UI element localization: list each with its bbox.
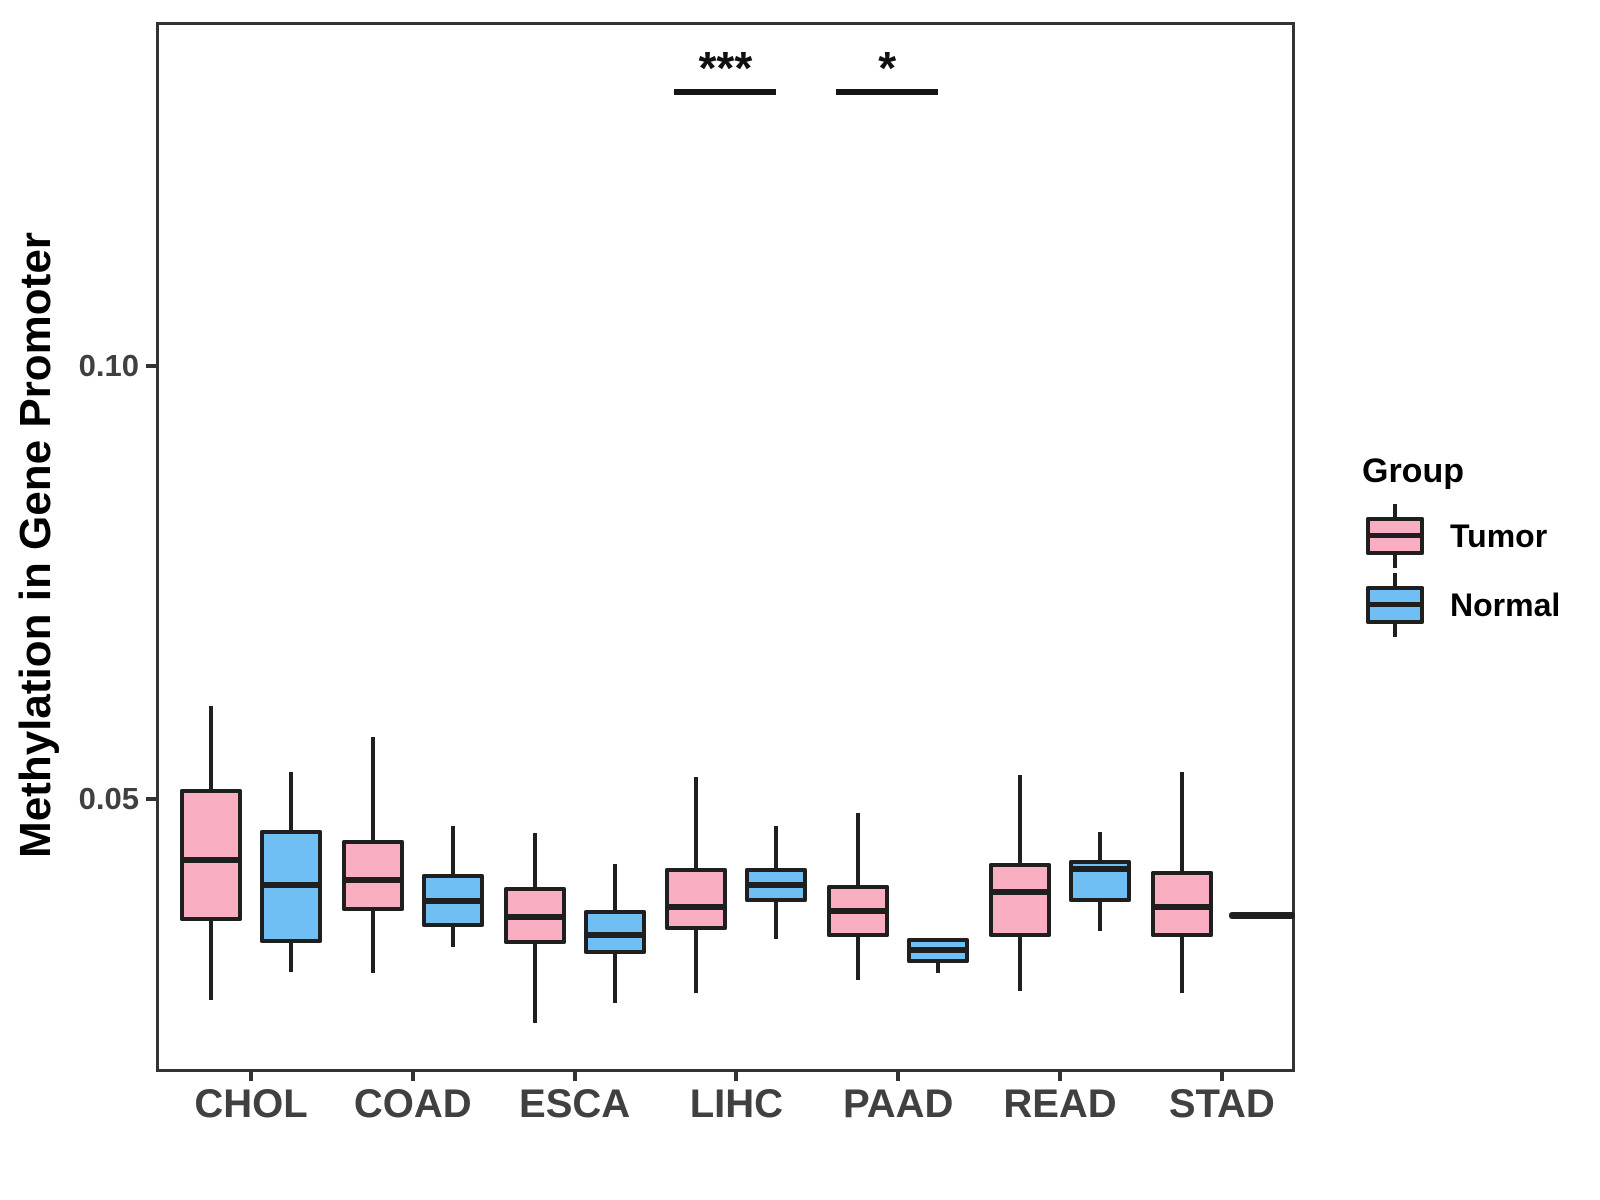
median-normal-lihc: [749, 881, 804, 888]
y-tick-mark-0.05: [146, 796, 157, 801]
median-tumor-paad: [831, 907, 886, 914]
box-tumor-read: [989, 863, 1051, 938]
box-tumor-esca: [503, 887, 566, 944]
x-tick-label-stad: STAD: [1168, 1082, 1275, 1126]
x-tick-label-esca: ESCA: [519, 1082, 631, 1126]
legend-title: Group: [1362, 452, 1464, 490]
median-tumor-coad: [345, 877, 400, 884]
box-tumor-stad: [1150, 870, 1213, 938]
box-normal-esca: [583, 909, 646, 954]
box-tumor-coad: [341, 839, 404, 911]
x-tick-mark-read: [1058, 1070, 1062, 1081]
x-tick-mark-coad: [410, 1070, 415, 1081]
box-tumor-lihc: [665, 868, 728, 930]
y-tick-label-0.10: 0.10: [78, 347, 139, 383]
box-normal-chol: [260, 830, 322, 943]
legend-entry-tumor: Tumor: [1366, 504, 1547, 568]
legend: Group Tumor Normal: [1358, 446, 1598, 656]
median-tumor-read: [993, 888, 1047, 895]
median-normal-chol: [264, 881, 318, 888]
sig-bracket-lihc: [674, 89, 777, 95]
median-normal-esca: [587, 931, 642, 938]
legend-entry-normal: Normal: [1366, 573, 1560, 637]
median-tumor-esca: [507, 913, 562, 920]
legend-label-normal: Normal: [1450, 586, 1561, 623]
x-tick-mark-paad: [896, 1070, 901, 1081]
median-normal-paad: [911, 947, 966, 954]
y-tick-mark-0.10: [146, 363, 157, 368]
x-tick-label-lihc: LIHC: [689, 1082, 784, 1126]
x-tick-mark-stad: [1219, 1070, 1224, 1081]
x-tick-label-read: READ: [1003, 1082, 1117, 1126]
median-normal-coad: [425, 898, 480, 905]
x-tick-mark-chol: [249, 1070, 253, 1081]
box-normal-lihc: [745, 868, 808, 902]
median-tumor-stad: [1154, 904, 1209, 911]
legend-key-box-tumor: [1366, 517, 1424, 555]
x-tick-mark-esca: [572, 1070, 577, 1081]
y-axis-title: Methylation in Gene Promoter: [11, 232, 60, 858]
x-tick-label-paad: PAAD: [843, 1082, 954, 1126]
median-tumor-chol: [184, 856, 238, 863]
box-normal-coad: [421, 874, 484, 928]
median-normal-read: [1073, 866, 1127, 873]
y-tick-label-0.05: 0.05: [78, 780, 139, 816]
legend-key-median: [1370, 533, 1420, 538]
box-normal-paad: [907, 938, 970, 964]
box-tumor-paad: [827, 884, 890, 937]
legend-key-normal-icon: [1366, 573, 1424, 637]
sig-label-lihc: ***: [698, 42, 753, 94]
sig-label-paad: *: [878, 42, 897, 94]
x-tick-label-chol: CHOL: [194, 1082, 308, 1126]
x-tick-mark-lihc: [734, 1070, 739, 1081]
box-tumor-chol: [180, 789, 242, 922]
box-normal-read: [1069, 859, 1131, 902]
legend-key-box-normal: [1366, 586, 1424, 624]
legend-label-tumor: Tumor: [1450, 517, 1548, 554]
x-tick-label-coad: COAD: [353, 1082, 472, 1126]
legend-key-median: [1370, 602, 1420, 607]
sig-bracket-paad: [836, 89, 939, 95]
legend-key-tumor-icon: [1366, 504, 1424, 568]
median-tumor-lihc: [669, 904, 724, 911]
single-value-normal-stad: [1228, 912, 1295, 920]
